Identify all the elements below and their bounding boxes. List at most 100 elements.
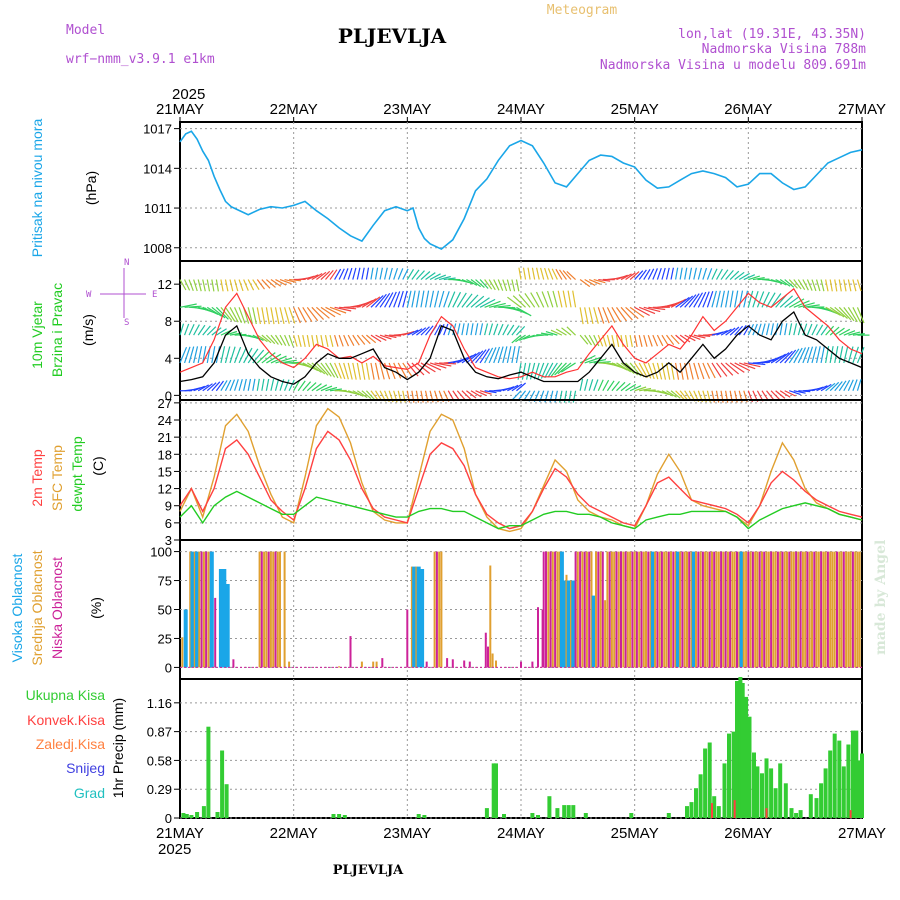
wind-arrow xyxy=(706,362,716,379)
wind-arrow xyxy=(211,346,216,364)
wind-arrow xyxy=(247,307,253,324)
wind-arrow xyxy=(802,304,820,308)
cloud-bar xyxy=(650,551,655,668)
wind-arrow xyxy=(320,335,324,348)
cloud-bar xyxy=(372,661,375,668)
wind-arrow xyxy=(706,268,713,280)
model-label: Model xyxy=(66,23,105,38)
wind-arrow xyxy=(551,268,558,280)
cloud-bar xyxy=(786,551,788,668)
wind-ytick-label: 8 xyxy=(165,314,172,329)
cloud-bar xyxy=(610,551,613,668)
wind-arrow xyxy=(647,268,655,280)
precip-total-bar xyxy=(331,814,336,818)
wind-arrow xyxy=(852,379,858,391)
cloud-bar xyxy=(551,551,554,668)
cloud-bar xyxy=(566,580,571,668)
wind-arrow xyxy=(674,362,680,380)
wind-arrow xyxy=(502,346,508,364)
cloud-bar xyxy=(218,569,223,668)
wind-arrow xyxy=(567,290,572,308)
x-day-label-top: 26MAY xyxy=(724,101,772,118)
precip-total-bar xyxy=(783,783,788,819)
cloud-bar xyxy=(202,551,205,668)
wind-arrow xyxy=(557,362,572,375)
wind-arrow xyxy=(393,362,402,379)
wind-ytick-label: 0 xyxy=(165,388,172,403)
wind-panel: 0 4 8 12 xyxy=(158,260,870,403)
precip-total-bar xyxy=(195,812,200,818)
wind-arrow xyxy=(516,306,532,317)
wind-arrow xyxy=(693,267,697,280)
precip-ytick-label: 1.16 xyxy=(147,696,172,711)
wind-arrow xyxy=(748,362,766,366)
wind-arrow xyxy=(815,279,821,292)
wind-arrow xyxy=(711,268,718,280)
wind-arrow xyxy=(402,362,413,378)
wind-arrow xyxy=(584,334,592,346)
wind-arrow xyxy=(329,306,347,314)
pressure-ytick-label: 1014 xyxy=(143,161,172,176)
wind-arrow xyxy=(343,334,350,347)
wind-arrow xyxy=(402,268,409,280)
lonlat-label: lon,lat (19.31E, 43.35N) xyxy=(678,27,866,42)
precip-total-bar xyxy=(703,748,708,818)
wind-arrow xyxy=(420,271,431,280)
wind-arrow xyxy=(202,325,211,336)
wind-arrow xyxy=(625,383,637,392)
cloud-bar xyxy=(420,569,425,668)
precip-total-bar xyxy=(502,814,506,818)
wind-unit: (m/s) xyxy=(80,314,96,346)
cloud-bar xyxy=(711,551,713,668)
wind-arrow xyxy=(320,385,333,392)
wind-arrow xyxy=(702,291,710,308)
wind-arrow xyxy=(793,279,802,290)
wind-arrow xyxy=(179,303,197,308)
wind-arrow xyxy=(370,267,374,280)
wind-arrow xyxy=(518,267,522,280)
wind-arrow xyxy=(729,362,745,373)
wind-arrow xyxy=(679,295,694,308)
wind-arrow xyxy=(379,334,392,340)
precip-total-bar xyxy=(416,814,421,818)
wind-ylabel: 10m Vjetar xyxy=(29,301,45,369)
wind-arrow xyxy=(452,390,461,401)
wind-arrow xyxy=(557,290,563,308)
cloud-bar xyxy=(747,551,750,668)
cloud-bar xyxy=(583,551,586,668)
wind-arrow xyxy=(697,362,705,380)
cloud-bar xyxy=(640,551,643,668)
x-day-label-top: 27MAY xyxy=(838,101,886,118)
wind-arrow xyxy=(550,362,563,377)
wind-arrow xyxy=(747,290,754,308)
wind-arrow xyxy=(838,306,852,321)
wind-arrow xyxy=(547,268,554,280)
cloud-bar xyxy=(349,636,352,668)
wind-arrow xyxy=(665,362,671,380)
wind-arrow xyxy=(550,329,563,336)
wind-arrow xyxy=(765,323,770,336)
wind-arrow xyxy=(602,307,610,324)
wind-arrow xyxy=(479,323,484,336)
wind-arrow xyxy=(779,390,791,398)
cloud-bar xyxy=(783,551,786,668)
wind-arrow xyxy=(834,279,838,292)
wind-arrow xyxy=(584,356,601,364)
wind-arrow xyxy=(620,273,632,281)
wind-arrow xyxy=(365,267,370,280)
wind-arrow xyxy=(289,278,302,282)
cloud-bar xyxy=(854,551,857,668)
wind-arrow xyxy=(502,386,515,392)
wind-arrow xyxy=(720,328,732,336)
temp-ytick-label: 21 xyxy=(158,430,172,445)
precip-total-bar xyxy=(689,802,694,818)
temp-ylabel-2m: 2m Temp xyxy=(29,449,45,507)
wind-arrow xyxy=(220,306,233,321)
cloud-bar xyxy=(360,661,363,668)
wind-arrow xyxy=(852,279,857,292)
wind-arrow xyxy=(643,268,651,280)
cloud-bar xyxy=(263,551,266,668)
wind-arrow xyxy=(506,346,512,364)
wind-arrow xyxy=(572,290,577,308)
wind-arrow xyxy=(206,306,223,317)
